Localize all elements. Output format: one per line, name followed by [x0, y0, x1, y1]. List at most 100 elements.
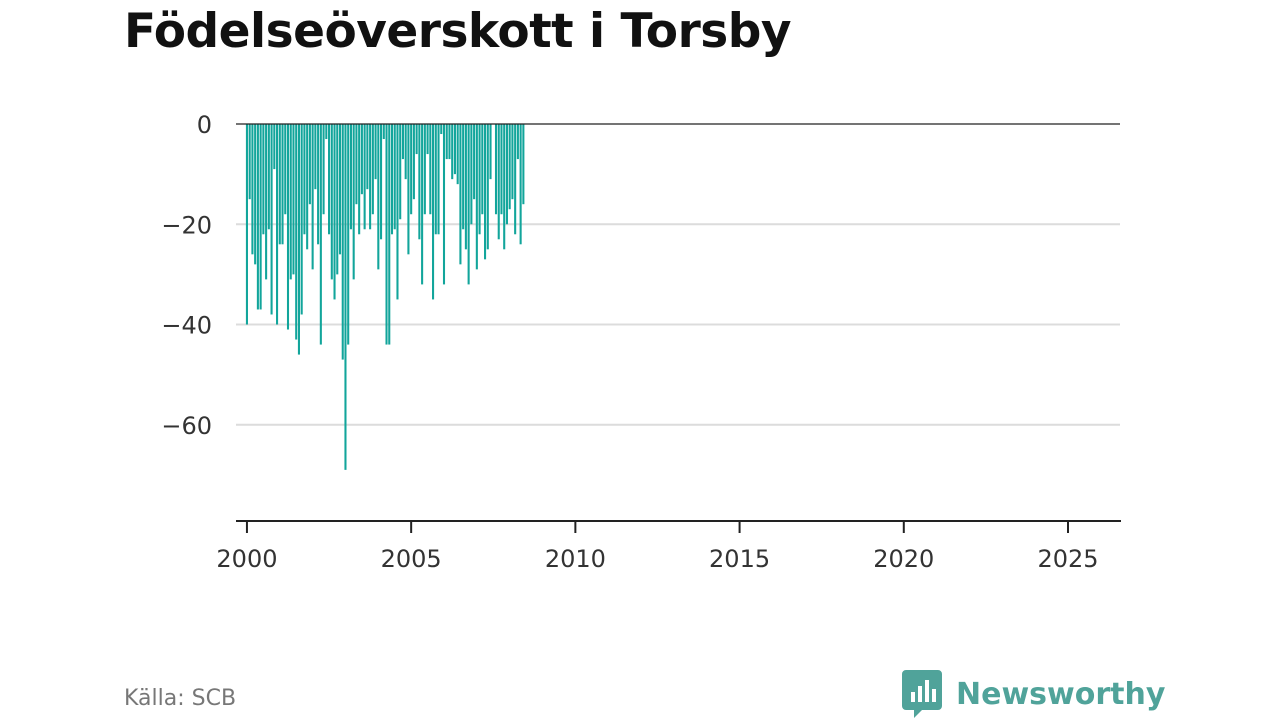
bar [308, 124, 311, 205]
y-tick-label: 0 [197, 111, 212, 139]
bar [494, 124, 498, 215]
bar [265, 124, 268, 280]
bar [360, 124, 363, 195]
bar [418, 124, 421, 240]
bar [289, 124, 292, 280]
bar [456, 124, 459, 185]
x-tick-label: 2010 [545, 545, 606, 573]
bar [437, 124, 440, 235]
bar [292, 124, 295, 275]
bar [295, 124, 298, 340]
bar [248, 124, 251, 200]
x-tick-label: 2000 [216, 545, 277, 573]
bar [429, 124, 432, 215]
bar [489, 124, 492, 180]
bar [300, 124, 303, 315]
newsworthy-logo-icon [902, 670, 942, 718]
y-tick-label: −40 [161, 312, 212, 340]
bar [519, 124, 522, 245]
bar [286, 124, 290, 330]
bar [393, 124, 396, 230]
bar [451, 124, 454, 180]
bar [366, 124, 369, 190]
bar [434, 124, 437, 235]
bar [382, 124, 385, 140]
bar [270, 124, 273, 315]
bar [336, 124, 339, 275]
y-tick-label: −20 [161, 211, 212, 239]
bar [306, 124, 309, 250]
bar [399, 124, 402, 220]
bar [445, 124, 448, 160]
bar [442, 124, 446, 285]
bar [363, 124, 366, 230]
bar [347, 124, 350, 345]
bar [473, 124, 476, 200]
bar [448, 124, 451, 160]
bar [330, 124, 333, 280]
bar [421, 124, 424, 285]
bar [415, 124, 418, 155]
brand-name: Newsworthy [956, 676, 1166, 712]
bar [328, 124, 331, 235]
x-tick-label: 2015 [709, 545, 770, 573]
bar [511, 124, 514, 200]
bar [349, 124, 352, 230]
bar [314, 124, 317, 190]
bar [303, 124, 306, 235]
bar [475, 124, 478, 270]
bar [410, 124, 413, 215]
y-tick-label: −60 [161, 412, 212, 440]
bar [505, 124, 508, 225]
bar [311, 124, 314, 270]
bar [453, 124, 456, 175]
bar [401, 124, 404, 160]
bar [516, 124, 519, 160]
bar [267, 124, 270, 230]
x-axis-ticks: 2000 2005 2010 2015 2020 2025 [216, 521, 1099, 573]
bar [462, 124, 465, 230]
bar [371, 124, 374, 215]
bar [440, 124, 443, 135]
bar [355, 124, 358, 205]
bar [325, 124, 328, 140]
bar [333, 124, 336, 300]
bar [262, 124, 265, 235]
bar [459, 124, 462, 265]
bar [317, 124, 320, 245]
x-tick-label: 2020 [873, 545, 934, 573]
bar [486, 124, 489, 250]
bar [396, 124, 399, 300]
bar [388, 124, 391, 345]
bar [464, 124, 467, 250]
x-tick-label: 2025 [1037, 545, 1098, 573]
bar [412, 124, 415, 200]
bar [478, 124, 481, 235]
source-label: Källa: SCB [124, 686, 237, 711]
bar [341, 124, 344, 360]
bar [338, 124, 342, 255]
bar [404, 124, 407, 180]
gridlines [236, 223, 1120, 426]
bar [500, 124, 503, 215]
bar [256, 124, 259, 310]
bar [390, 124, 394, 235]
bar [423, 124, 426, 215]
bar [385, 124, 388, 345]
bar [522, 124, 525, 205]
bar [344, 124, 347, 470]
bar [273, 124, 276, 170]
bar [374, 124, 377, 180]
bar [467, 124, 470, 285]
bar [322, 124, 325, 215]
bar [426, 124, 429, 155]
bar [251, 124, 254, 255]
bar [352, 124, 355, 280]
bar [503, 124, 506, 250]
bar [470, 124, 473, 225]
bar [297, 124, 300, 355]
bar [245, 124, 248, 325]
bar [259, 124, 262, 310]
y-axis-ticks: 0 −20 −40 −60 [161, 111, 212, 440]
